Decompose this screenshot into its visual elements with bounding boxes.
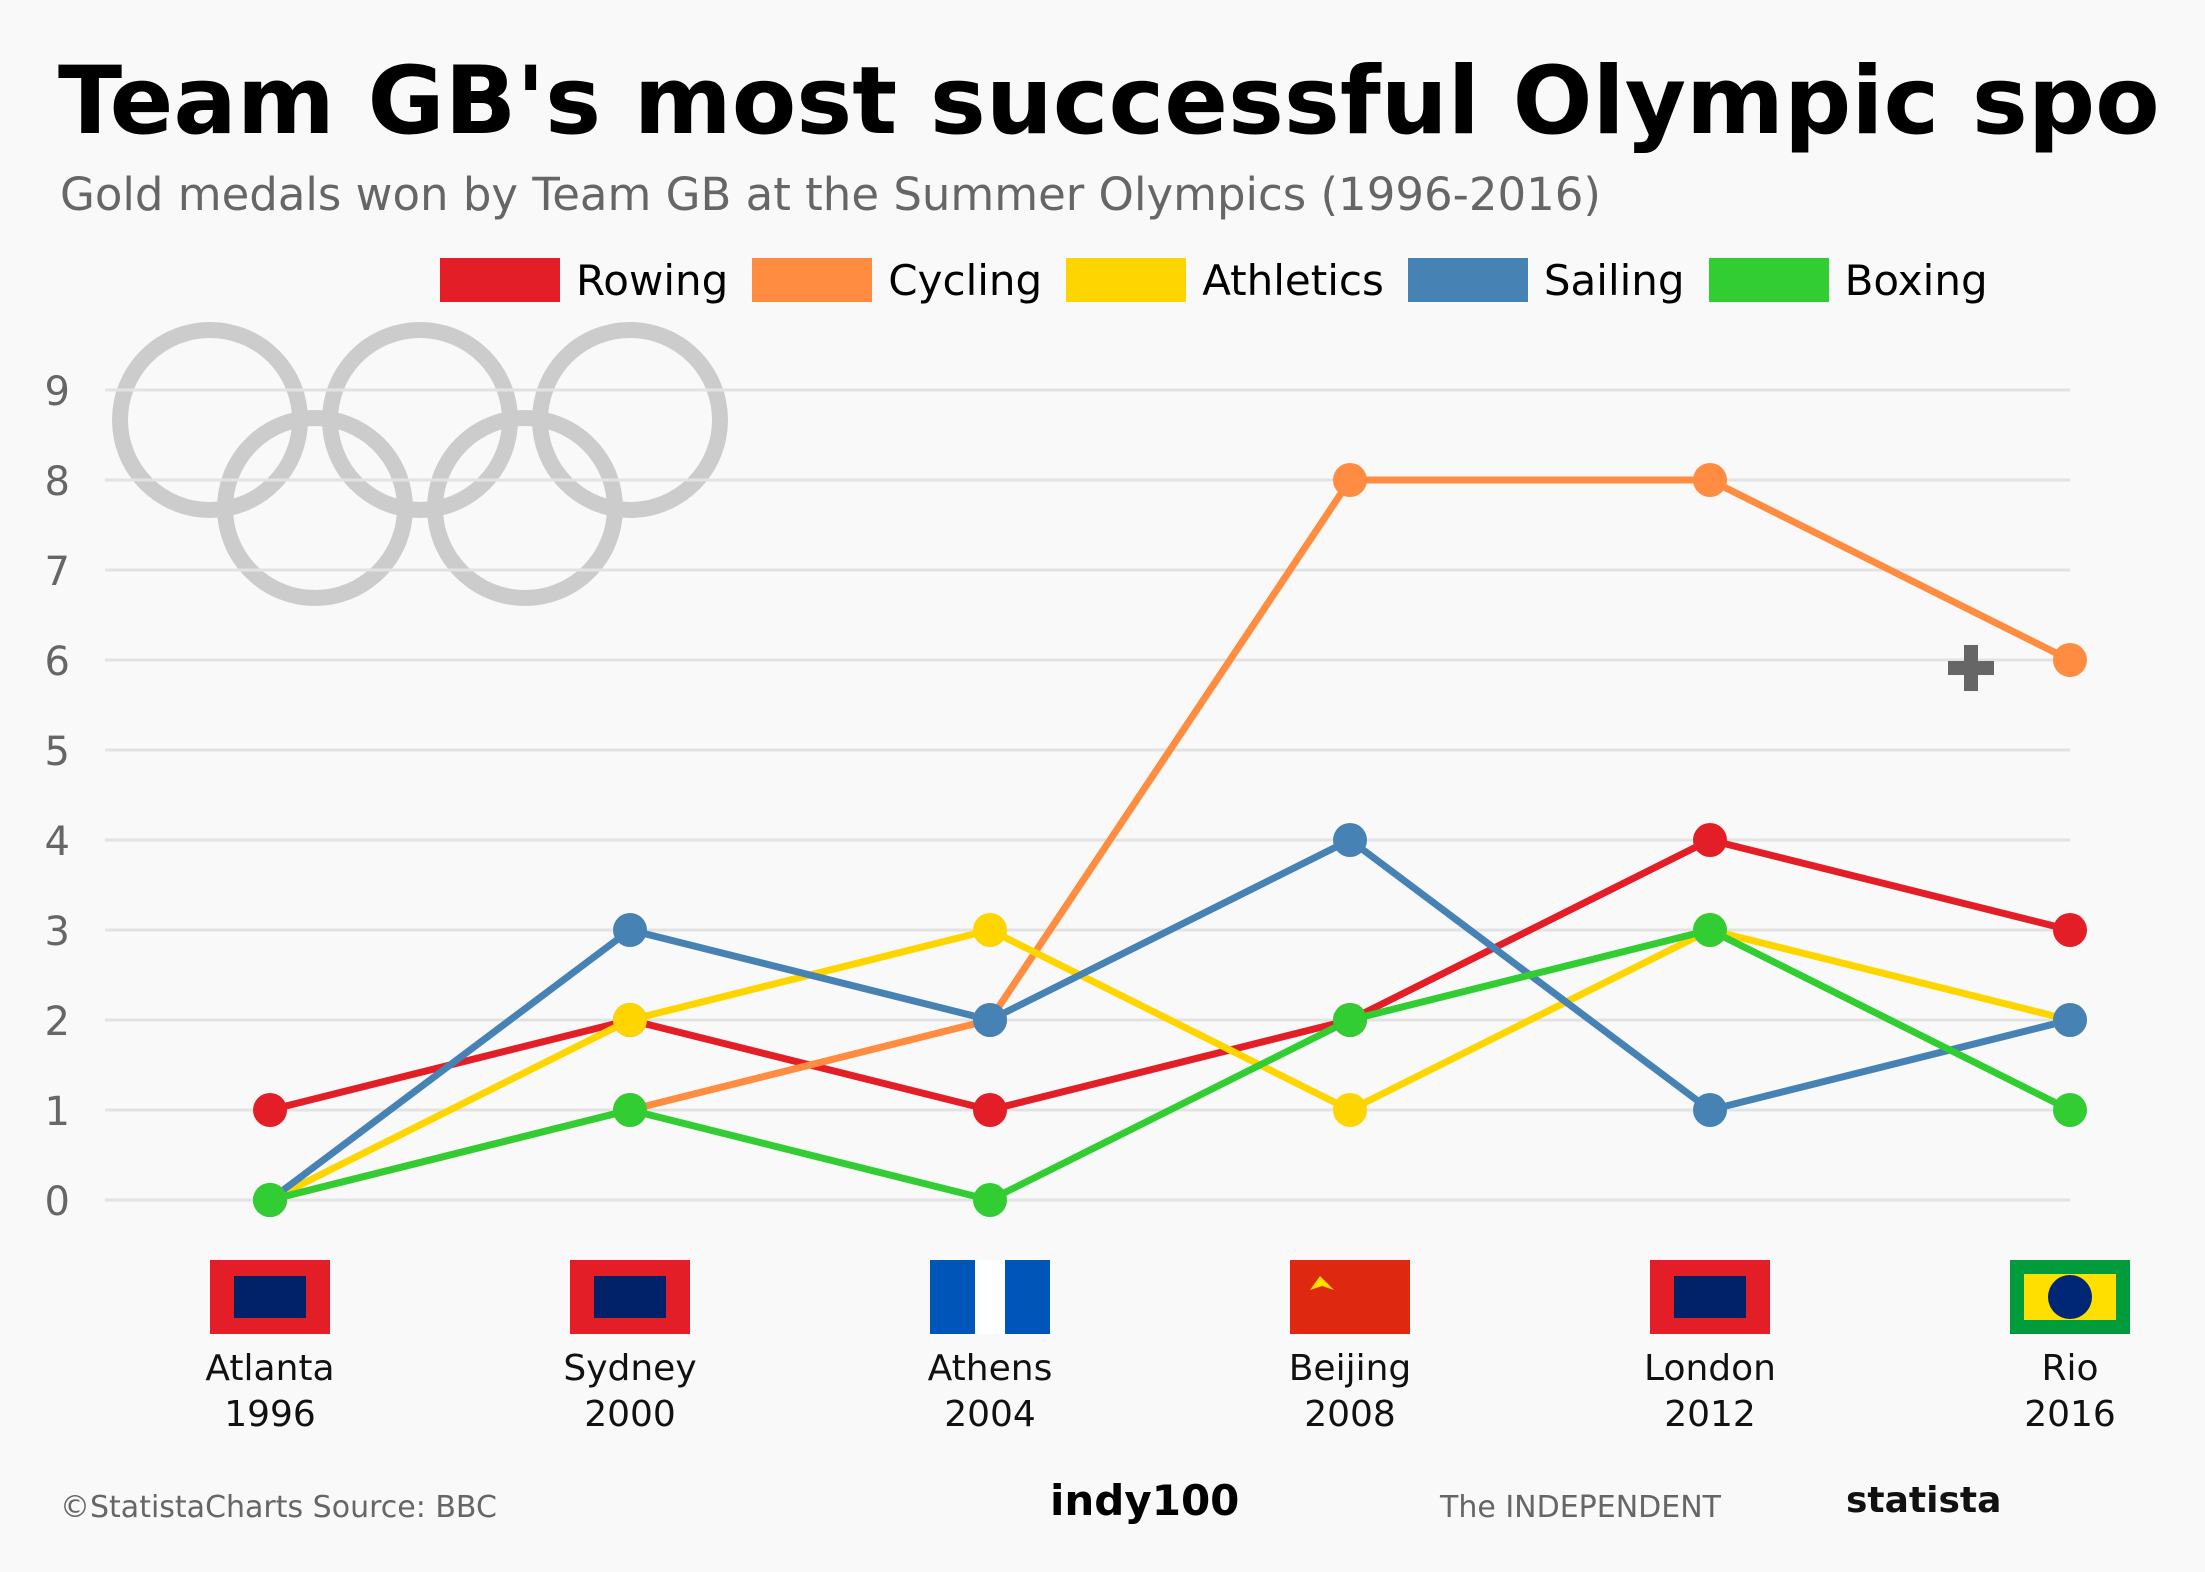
page-subtitle: Gold medals won by Team GB at the Summer… — [60, 168, 1601, 221]
x-tick-label: Athens 2004 — [928, 1348, 1053, 1435]
gridlines — [105, 388, 2070, 1202]
legend-item-cycling: Cycling — [752, 256, 1042, 305]
flag-sydney-icon — [570, 1260, 690, 1334]
statista-logo: statista — [1846, 1480, 2002, 1521]
series-line-rowing — [269, 836, 2071, 1114]
data-point-boxing — [973, 1183, 1007, 1217]
legend-swatch — [1407, 258, 1528, 302]
x-tick-label: Beijing 2008 — [1289, 1348, 1412, 1435]
host-flags — [210, 1260, 2130, 1334]
flag-athens-icon — [930, 1260, 1050, 1334]
series-points — [253, 463, 2087, 1217]
data-point-sailing — [1333, 823, 1367, 857]
flag-london-icon — [1650, 1260, 1770, 1334]
data-point-boxing — [1693, 913, 1727, 947]
legend-swatch — [440, 258, 560, 302]
legend-swatch — [1708, 258, 1829, 302]
legend-swatch — [752, 258, 873, 302]
x-tick-label: Atlanta 1996 — [205, 1348, 334, 1435]
legend-item-boxing: Boxing — [1708, 255, 1988, 305]
series-line-athletics — [268, 926, 2071, 1204]
data-point-rowing — [2053, 913, 2087, 947]
y-tick-label: 6 — [45, 639, 70, 685]
legend-item-rowing: Rowing — [440, 256, 728, 305]
data-point-boxing — [253, 1183, 287, 1217]
plus-icon — [1948, 645, 1994, 691]
data-point-sailing — [2053, 1003, 2087, 1037]
legend-label: Rowing — [576, 255, 729, 305]
indy100-logo: indy100 — [1050, 1476, 1240, 1525]
x-tick-label: Rio 2016 — [2024, 1348, 2116, 1435]
legend-swatch — [1066, 258, 1187, 302]
page-title: Team GB's most successful Olympic spo — [58, 50, 2160, 154]
data-point-boxing — [2053, 1093, 2087, 1127]
y-tick-label: 8 — [45, 459, 70, 505]
legend: Rowing Cycling Athletics Sailing Boxing — [440, 255, 2012, 305]
flag-rio-icon — [2010, 1260, 2130, 1334]
data-point-rowing — [1693, 823, 1727, 857]
data-point-boxing — [1333, 1003, 1367, 1037]
legend-item-sailing: Sailing — [1407, 255, 1685, 305]
series-line-sailing — [267, 836, 2071, 1203]
data-point-athletics — [1333, 1093, 1367, 1127]
y-tick-label: 4 — [45, 819, 70, 865]
series-lines — [267, 476, 2072, 1204]
legend-label: Boxing — [1844, 255, 1988, 305]
x-axis: Atlanta 1996 Sydney 2000 Athens 2004 Beijing 20… — [205, 1348, 2115, 1435]
y-tick-label: 2 — [45, 999, 70, 1045]
x-tick-label: London 2012 — [1644, 1348, 1776, 1435]
flag-atlanta-icon — [210, 1260, 330, 1334]
data-point-cycling — [1333, 463, 1367, 497]
legend-label: Cycling — [888, 255, 1043, 305]
olympic-rings-icon — [112, 322, 728, 606]
y-tick-label: 0 — [45, 1179, 70, 1225]
y-tick-label: 7 — [45, 549, 70, 595]
y-tick-label: 3 — [45, 909, 70, 955]
data-point-sailing — [613, 913, 647, 947]
x-tick-label: Sydney 2000 — [563, 1348, 696, 1435]
data-point-rowing — [253, 1093, 287, 1127]
independent-logo: The INDEPENDENT — [1440, 1490, 1721, 1525]
data-point-cycling — [1693, 463, 1727, 497]
legend-label: Athletics — [1202, 255, 1384, 305]
source-credit: ©StatistaCharts Source: BBC — [60, 1490, 497, 1525]
data-point-sailing — [973, 1003, 1007, 1037]
data-point-athletics — [613, 1003, 647, 1037]
data-point-rowing — [973, 1093, 1007, 1127]
data-point-athletics — [973, 913, 1007, 947]
legend-item-athletics: Athletics — [1066, 256, 1384, 305]
y-tick-label: 5 — [45, 729, 70, 775]
series-line-boxing — [269, 926, 2072, 1204]
legend-label: Sailing — [1543, 255, 1685, 305]
flag-beijing-icon — [1290, 1260, 1410, 1334]
data-point-boxing — [613, 1093, 647, 1127]
y-axis: 0 1 2 3 4 5 6 7 8 9 — [45, 369, 70, 1225]
y-tick-label: 1 — [45, 1089, 70, 1135]
y-tick-label: 9 — [45, 369, 70, 415]
data-point-sailing — [1693, 1093, 1727, 1127]
data-point-cycling — [2053, 643, 2087, 677]
